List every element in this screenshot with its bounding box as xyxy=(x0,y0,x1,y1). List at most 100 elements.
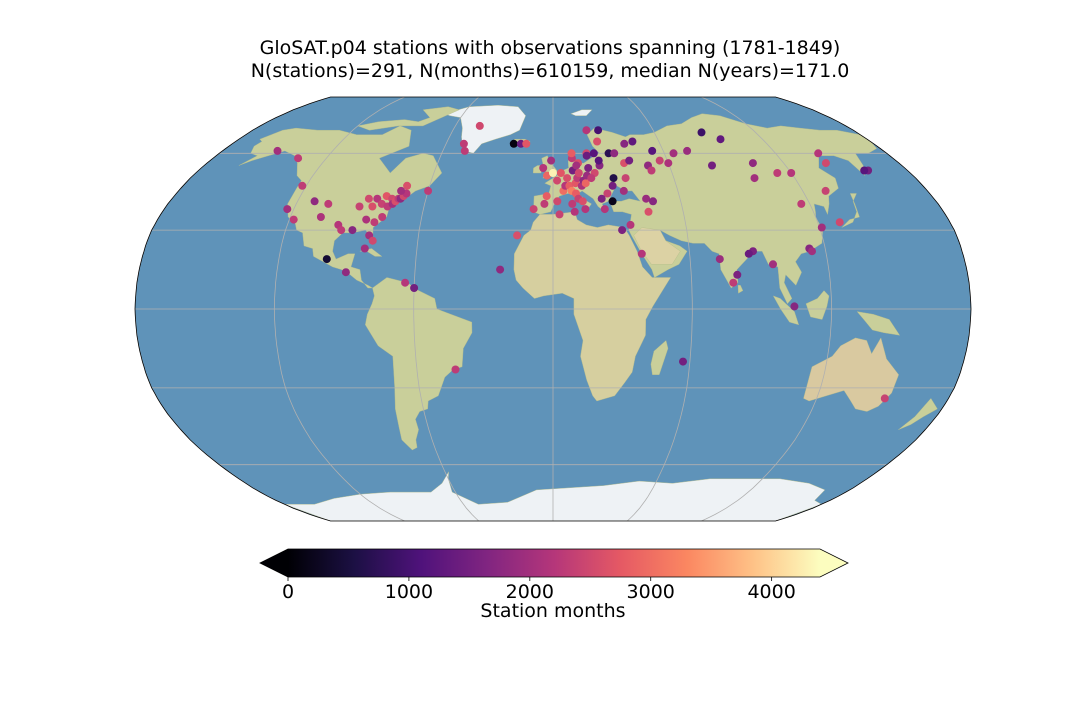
japan-landmass xyxy=(841,193,860,228)
station-marker xyxy=(618,226,627,235)
australia-landmass xyxy=(803,337,899,412)
station-marker xyxy=(542,192,551,201)
station-marker xyxy=(644,207,653,216)
station-marker xyxy=(817,223,826,232)
station-markers xyxy=(273,121,889,403)
station-marker xyxy=(835,218,844,227)
station-marker xyxy=(378,213,387,221)
station-marker xyxy=(697,128,706,137)
station-marker xyxy=(620,139,629,148)
station-marker xyxy=(860,166,869,175)
south-america-landmass xyxy=(365,277,473,451)
station-marker xyxy=(587,174,596,183)
station-marker xyxy=(513,231,522,240)
map-area xyxy=(134,96,972,522)
station-marker xyxy=(581,205,590,214)
station-marker xyxy=(655,156,664,165)
borneo-landmass xyxy=(805,290,830,320)
station-marker xyxy=(647,166,656,175)
station-marker xyxy=(603,189,612,198)
station-marker xyxy=(348,226,357,235)
station-marker xyxy=(582,151,591,160)
station-marker xyxy=(496,265,505,274)
canadian-arctic-landmass xyxy=(357,106,460,131)
station-marker xyxy=(621,174,630,183)
colorbar-label: Station months xyxy=(480,600,626,622)
station-marker xyxy=(298,181,307,190)
station-marker xyxy=(401,278,410,287)
station-marker xyxy=(553,176,562,185)
station-marker xyxy=(715,255,724,264)
station-marker xyxy=(370,218,379,227)
station-marker xyxy=(310,197,319,206)
station-marker xyxy=(582,126,591,135)
station-marker xyxy=(410,284,419,292)
station-marker xyxy=(460,146,469,155)
station-marker xyxy=(509,139,518,148)
madagascar-landmass xyxy=(650,340,669,375)
station-marker xyxy=(522,139,531,148)
station-marker xyxy=(821,159,830,168)
station-marker xyxy=(543,171,551,180)
station-marker xyxy=(451,365,460,374)
station-marker xyxy=(669,149,678,158)
station-marker xyxy=(797,199,806,208)
station-marker xyxy=(289,215,298,224)
chart-subtitle: N(stations)=291, N(months)=610159, media… xyxy=(250,60,850,82)
station-marker xyxy=(368,236,377,245)
station-marker xyxy=(364,194,373,203)
colorbar-gradient xyxy=(288,549,820,577)
station-marker xyxy=(355,202,364,211)
station-marker xyxy=(341,268,350,277)
station-marker xyxy=(814,149,823,158)
station-marker xyxy=(459,139,468,148)
station-marker xyxy=(821,186,830,195)
new-guinea-landmass xyxy=(856,311,901,336)
station-marker xyxy=(593,137,602,146)
station-marker xyxy=(563,174,572,183)
station-marker xyxy=(360,244,369,253)
station-marker xyxy=(769,260,777,269)
station-marker xyxy=(642,194,651,203)
station-marker xyxy=(324,199,333,208)
station-marker xyxy=(294,154,303,163)
station-marker xyxy=(610,149,619,158)
colorbar-outline xyxy=(259,548,849,578)
chart-title: GloSAT.p04 stations with observations sp… xyxy=(259,37,841,59)
station-marker xyxy=(648,146,657,155)
station-marker xyxy=(556,169,565,177)
station-marker xyxy=(637,249,646,258)
new-zealand-landmass xyxy=(898,398,938,430)
station-marker xyxy=(716,135,725,144)
station-marker xyxy=(773,169,782,177)
station-marker xyxy=(597,194,606,203)
station-marker xyxy=(570,207,579,216)
station-marker xyxy=(744,249,753,258)
colorbar-tick-label: 2000 xyxy=(505,581,554,603)
station-marker xyxy=(584,164,593,172)
station-marker xyxy=(368,202,377,211)
station-marker xyxy=(589,149,598,158)
station-marker xyxy=(540,199,549,208)
station-marker xyxy=(549,169,557,177)
station-marker xyxy=(748,159,757,168)
station-marker xyxy=(604,149,613,158)
station-marker xyxy=(337,226,346,235)
station-marker xyxy=(529,205,538,214)
eurasia-landmass xyxy=(533,113,878,305)
colorbar-tick-label: 0 xyxy=(281,581,295,603)
station-marker xyxy=(808,247,816,256)
map-border xyxy=(134,96,972,522)
station-marker xyxy=(475,121,484,130)
station-marker xyxy=(626,220,635,229)
land-masses xyxy=(238,104,938,521)
station-marker xyxy=(362,215,371,224)
station-marker xyxy=(609,174,618,183)
colorbar-ticks xyxy=(287,577,773,581)
colorbar-tick-label: 1000 xyxy=(384,581,434,603)
station-marker xyxy=(568,199,577,208)
station-marker xyxy=(316,213,325,221)
station-marker xyxy=(283,205,292,214)
station-marker xyxy=(649,197,657,206)
north-america-landmass xyxy=(238,125,443,289)
